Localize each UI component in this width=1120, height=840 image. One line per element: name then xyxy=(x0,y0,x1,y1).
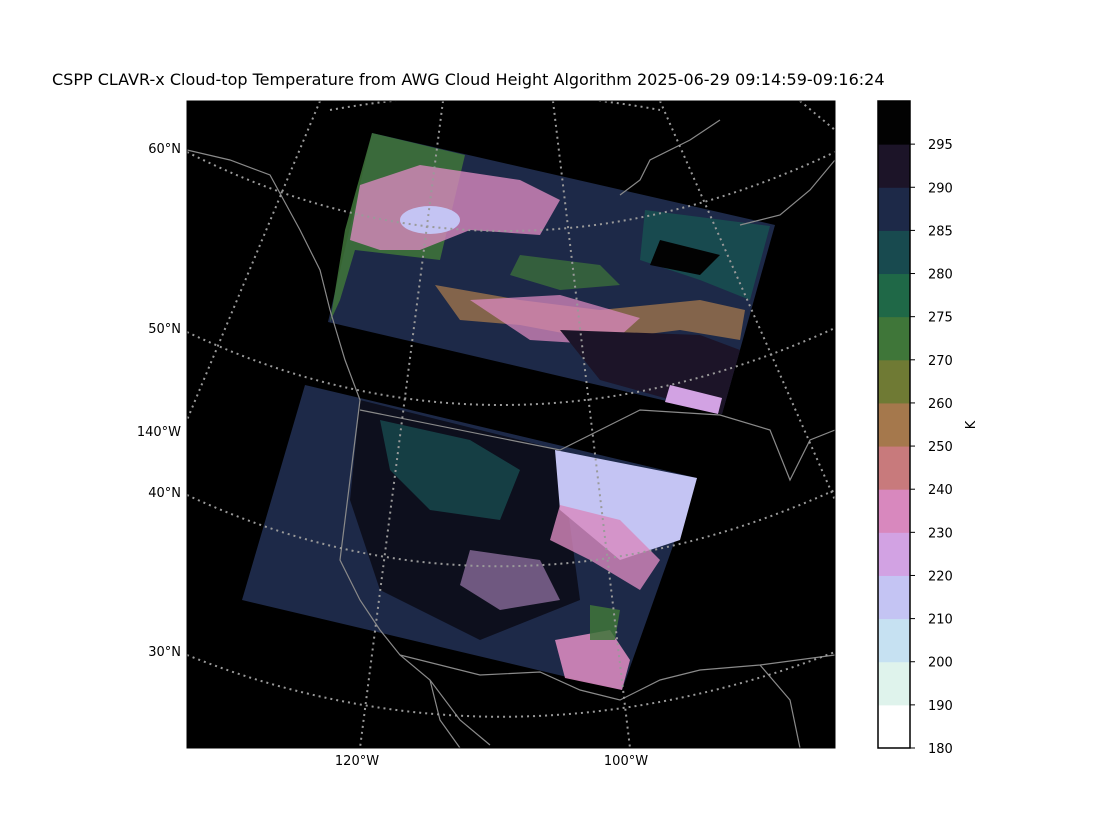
map-panel xyxy=(186,100,836,749)
colorbar-tick-label: 250 xyxy=(928,440,953,455)
colorbar-tick-label: 210 xyxy=(928,613,953,628)
southern-green-south xyxy=(590,605,620,640)
lon-label-140w: 140°W xyxy=(137,425,181,440)
colorbar-tick-label: 270 xyxy=(928,354,953,369)
meridian-60w xyxy=(799,101,835,131)
colorbar-segment xyxy=(878,101,910,145)
colorbar-segment xyxy=(878,359,910,404)
colorbar-tick-label: 290 xyxy=(928,181,953,196)
lat-label-40n: 40°N xyxy=(148,486,181,501)
baja-coast xyxy=(429,679,461,748)
lon-label-100w: 100°W xyxy=(604,754,648,769)
colorbar-segments xyxy=(878,101,910,749)
colorbar-tick-label: 240 xyxy=(928,483,953,498)
meridian-100w xyxy=(552,101,631,748)
colorbar-segment xyxy=(878,316,910,361)
meridian-140w xyxy=(187,101,321,421)
hudson-coast-north xyxy=(619,119,721,196)
parallel-50n xyxy=(187,327,835,406)
longitude-labels: 140°W 120°W 100°W xyxy=(137,425,648,769)
coastlines xyxy=(187,119,835,748)
colorbar: 180 190 200 210 220 230 240 250 260 270 275 280 285 2… xyxy=(877,100,979,757)
colorbar-segment xyxy=(878,618,910,663)
colorbar-tick-label: 200 xyxy=(928,656,953,671)
colorbar-tick-label: 285 xyxy=(928,224,953,239)
colorbar-frame xyxy=(877,100,911,749)
parallel-70n xyxy=(329,101,661,111)
southern-lavender-scatter xyxy=(460,550,560,610)
canada-us-border xyxy=(359,409,835,482)
hudson-bay-coast xyxy=(739,159,835,226)
lake-superior xyxy=(650,240,720,275)
lon-label-120w: 120°W xyxy=(335,754,379,769)
northern-pink-band xyxy=(350,165,560,250)
colorbar-segment xyxy=(878,187,910,231)
colorbar-segment xyxy=(878,489,910,533)
colorbar-tick-label: 230 xyxy=(928,526,953,541)
lat-label-60n: 60°N xyxy=(148,142,181,157)
parallel-30n xyxy=(187,651,835,718)
southern-pink-cluster xyxy=(550,505,660,590)
lat-label-30n: 30°N xyxy=(148,645,181,660)
colorbar-segment xyxy=(878,704,910,749)
lat-label-50n: 50°N xyxy=(148,322,181,337)
latitude-labels: 60°N 50°N 40°N 30°N xyxy=(148,142,181,660)
colorbar-segment xyxy=(878,402,910,447)
southern-teal-patches xyxy=(380,420,520,520)
southern-pink-south xyxy=(555,630,630,690)
colorbar-tick-label: 260 xyxy=(928,397,953,412)
colorbar-tick-label: 220 xyxy=(928,569,953,584)
us-mexico-border xyxy=(399,654,835,701)
colorbar-segment xyxy=(878,273,910,318)
colorbar-tick-label: 280 xyxy=(928,268,953,283)
colorbar-tick-label: 190 xyxy=(928,699,953,714)
colorbar-segment xyxy=(878,532,910,576)
colorbar-tick-label: 180 xyxy=(928,742,953,757)
graticule xyxy=(187,101,835,748)
northern-swath xyxy=(328,133,775,414)
map-frame xyxy=(186,100,836,749)
northern-green-patch xyxy=(510,255,620,290)
figure-title: CSPP CLAVR-x Cloud-top Temperature from … xyxy=(52,70,885,89)
colorbar-segment xyxy=(878,661,910,706)
northern-lavender-edge xyxy=(665,385,722,414)
colorbar-tick-label: 275 xyxy=(928,311,953,326)
parallel-60n xyxy=(187,151,835,232)
meridian-80w xyxy=(659,101,835,501)
northern-cold-core xyxy=(400,206,460,234)
colorbar-tick-label: 295 xyxy=(928,138,953,153)
southern-swath xyxy=(242,385,697,690)
colorbar-ticks: 180 190 200 210 220 230 240 250 260 270 275 280 285 2… xyxy=(910,138,953,757)
colorbar-segment xyxy=(878,575,910,620)
colorbar-segment xyxy=(878,446,910,490)
west-coastline xyxy=(187,149,491,746)
colorbar-segment xyxy=(878,144,910,188)
gulf-coast-east xyxy=(759,664,801,748)
meridian-120w xyxy=(359,101,444,748)
colorbar-label: K xyxy=(964,420,979,429)
colorbar-segment xyxy=(878,230,910,275)
